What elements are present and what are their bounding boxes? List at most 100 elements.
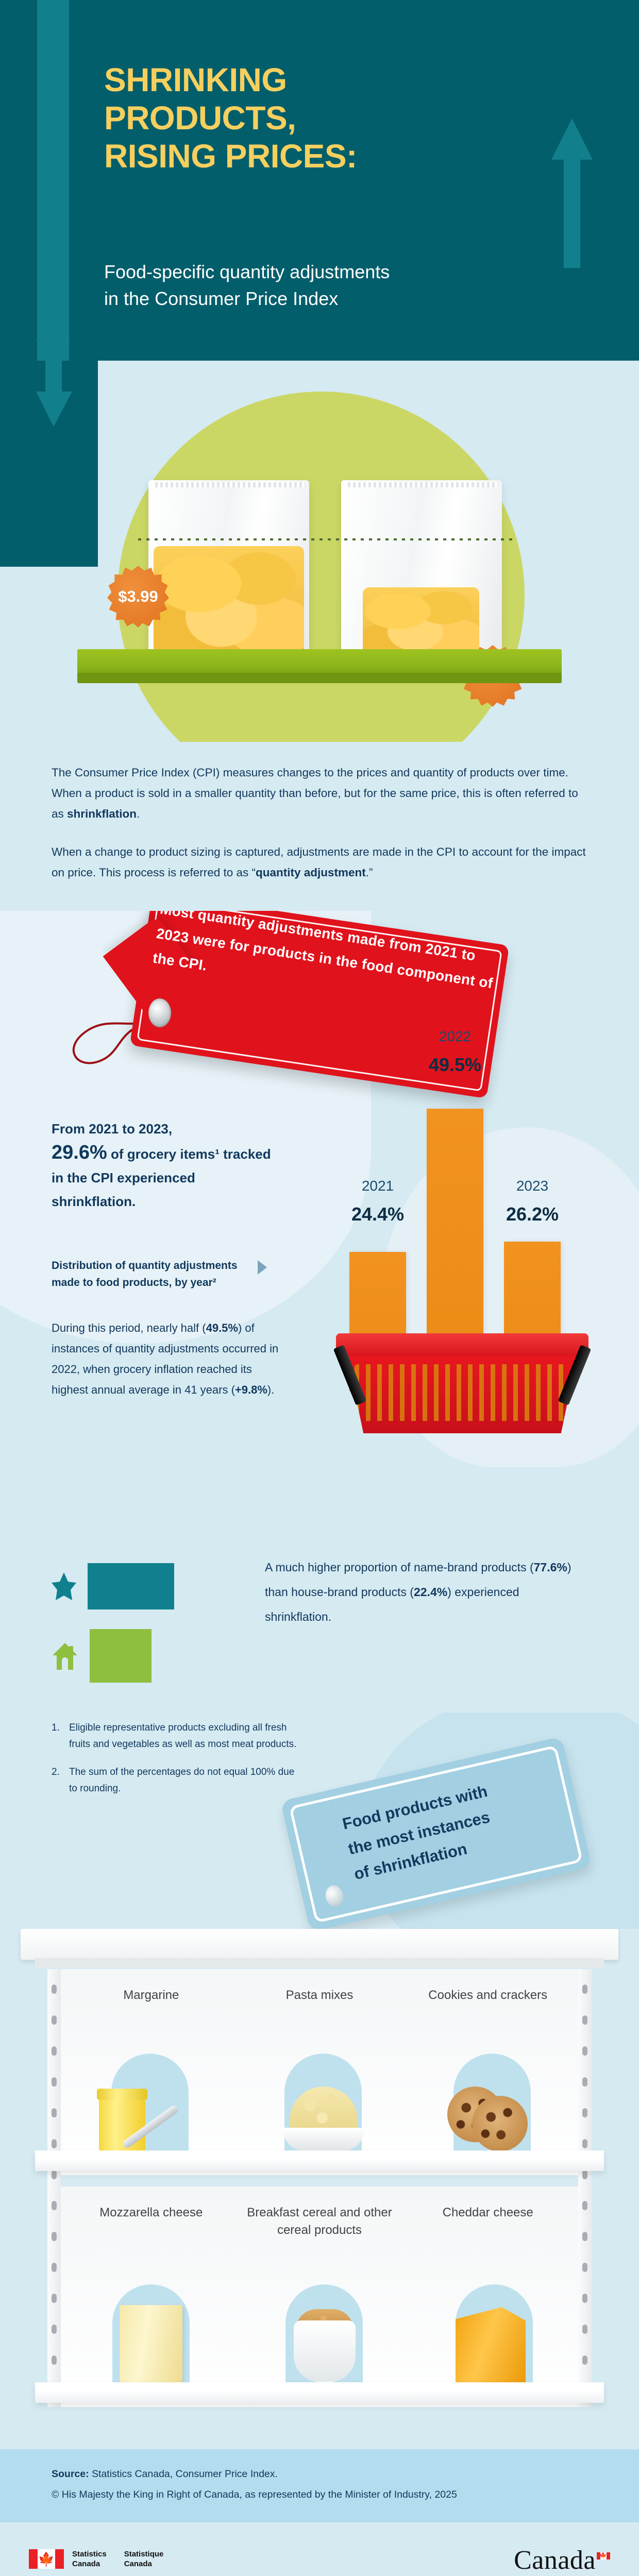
bar-chart: 2021 24.4% 2022 49.5% 2023 26.2% — [330, 962, 618, 1436]
footnote-number: 2. — [52, 1767, 60, 1777]
brand-text-b: ) than house-brand products ( — [265, 1561, 571, 1599]
headline-stat: From 2021 to 2023, 29.6% of grocery item… — [52, 1117, 278, 1213]
footnote-item: 1. Eligible representative products excl… — [52, 1720, 299, 1753]
statcan-en-line1: Statistics — [72, 2550, 107, 2558]
brand-icon-column — [52, 1555, 242, 1702]
statcan-english: Statistics Canada — [72, 2549, 107, 2569]
copyright-line: © His Majesty the King in Right of Canad… — [52, 2489, 457, 2500]
mozzarella-block — [120, 2305, 182, 2382]
shelf-label-margarine: Margarine — [123, 1988, 179, 2002]
bar-value-2021: 24.4% — [351, 1204, 405, 1225]
house-brand-percent: 22.4% — [413, 1585, 448, 1599]
footnote-item: 2. The sum of the percentages do not equ… — [52, 1764, 299, 1797]
fill-level-dashed-line — [138, 538, 512, 540]
statcan-fr-line2: Canada — [124, 2560, 152, 2568]
maple-leaf-icon: 🍁 — [38, 2551, 55, 2567]
canada-flag-icon: 🍁 — [29, 2549, 64, 2569]
statistics-canada-wordmark: Statistics Canada Statistique Canada — [72, 2549, 163, 2569]
intro-paragraph-2: When a change to product sizing is captu… — [52, 842, 587, 883]
statcan-fr-line1: Statistique — [124, 2550, 164, 2558]
caption-pointer-icon — [258, 1260, 267, 1275]
tag-string-icon — [52, 1004, 175, 1076]
source-value: Statistics Canada, Consumer Price Index. — [89, 2468, 278, 2480]
cheddar-wedge — [456, 2307, 526, 2382]
canada-wordmark-text: Canada — [514, 2546, 596, 2575]
cookie-front — [472, 2096, 528, 2151]
blue-tag-text: Food products with the most instances of… — [340, 1762, 574, 1887]
canada-wordmark: Canada 🍁 — [514, 2545, 610, 2575]
chart-desc-c: ) of instances of quantity adjustments o… — [52, 1321, 279, 1396]
subtitle-line-2: in the Consumer Price Index — [104, 288, 339, 309]
house-icon — [52, 1642, 78, 1670]
intro-text-block: The Consumer Price Index (CPI) measures … — [0, 742, 639, 911]
footnotes-list: 1. Eligible representative products excl… — [52, 1720, 299, 1808]
shelf-rail-right — [578, 1969, 592, 2407]
chart-caption: Distribution of quantity adjustments mad… — [52, 1260, 238, 1289]
statcan-french: Statistique Canada — [124, 2549, 164, 2569]
price-badge-left: $3.99 — [107, 566, 169, 628]
footer-bar: 🍁 Statistics Canada Statistique Canada C… — [0, 2522, 639, 2576]
bar-value-2022: 49.5% — [428, 1054, 482, 1075]
bar-year-2021: 2021 — [361, 1178, 394, 1194]
page-subtitle: Food-specific quantity adjustments in th… — [104, 259, 496, 312]
arrow-up-icon — [551, 118, 593, 268]
bag-crimp-top — [345, 482, 498, 487]
source-line: Source: Statistics Canada, Consumer Pric… — [52, 2464, 587, 2484]
shelf-rail-left — [47, 1969, 61, 2407]
name-brand-row — [52, 1563, 242, 1609]
red-tag-hole — [148, 998, 171, 1027]
shelf-board-row-2 — [35, 2382, 604, 2403]
footnote-text: Eligible representative products excludi… — [69, 1722, 297, 1750]
cheddar-product-icon — [456, 2307, 533, 2382]
house-brand-bar — [90, 1629, 152, 1683]
headline-stat-rest: of grocery items¹ tracked in the CPI exp… — [52, 1146, 271, 1209]
title-line-3: RISING PRICES: — [104, 138, 357, 175]
intro-paragraph-1: The Consumer Price Index (CPI) measures … — [52, 762, 587, 824]
star-icon — [52, 1572, 76, 1600]
potato-chips-small — [363, 587, 479, 655]
shelf-unit-lip — [35, 1958, 604, 1968]
intro-p1-part-b: . — [137, 807, 140, 820]
potato-chips-large — [154, 546, 304, 654]
statistics-canada-logo: 🍁 Statistics Canada Statistique Canada — [29, 2549, 163, 2569]
page-title: SHRINKING PRODUCTS, RISING PRICES: — [104, 61, 465, 175]
shelf-row-2-labels: Mozzarella cheese Breakfast cereal and o… — [67, 2204, 572, 2239]
breakfast-cereal-product-icon — [294, 2309, 356, 2389]
blue-tag-hole — [323, 1884, 346, 1909]
bag-crimp-top — [153, 482, 305, 487]
name-brand-bar — [88, 1563, 174, 1609]
chart-desc-inflation: +9.8% — [234, 1383, 267, 1396]
brand-comparison-section: A much higher proportion of name-brand p… — [0, 1550, 639, 1713]
margarine-product-icon — [97, 2089, 202, 2151]
brand-text-a: A much higher proportion of name-brand p… — [265, 1561, 534, 1574]
chart-desc-a: During this period, nearly half ( — [52, 1321, 206, 1334]
margarine-jar — [99, 2097, 145, 2151]
title-line-2: PRODUCTS, — [104, 99, 296, 137]
footnote-number: 1. — [52, 1722, 60, 1733]
hero-illustration: $3.99 $3.99 — [0, 361, 639, 742]
stat-and-chart-section: Most quantity adjustments made from 2021… — [0, 911, 639, 1550]
basket-slots — [355, 1364, 570, 1421]
chart-desc-pct-2022: 49.5% — [206, 1321, 238, 1334]
shelf-label-mozzarella: Mozzarella cheese — [99, 2206, 203, 2219]
shelf-label-cookies-crackers: Cookies and crackers — [428, 1988, 548, 2002]
shelf-label-pasta-mixes: Pasta mixes — [285, 1988, 354, 2002]
price-left-label: $3.99 — [118, 587, 158, 605]
house-brand-row — [52, 1629, 242, 1683]
cookies-product-icon — [447, 2087, 540, 2151]
shelf-row-1-labels: Margarine Pasta mixes Cookies and cracke… — [67, 1987, 572, 2004]
margarine-lid — [97, 2089, 147, 2100]
shopping-basket-icon — [333, 1333, 592, 1436]
pasta-mixes-product-icon — [282, 2083, 365, 2151]
subtitle-line-1: Food-specific quantity adjustments — [104, 261, 390, 282]
basket-rim — [336, 1333, 588, 1358]
brand-text-c: ) experienced shrinkflation. — [265, 1585, 519, 1623]
shelf-unit-header — [21, 1929, 618, 1960]
hero-shelf-board — [77, 649, 562, 676]
pasta-pile — [290, 2087, 358, 2134]
mozzarella-product-icon — [120, 2305, 187, 2382]
chart-desc-d: ). — [267, 1383, 275, 1396]
bar-value-2023: 26.2% — [506, 1204, 559, 1225]
hero-arrow-down-icon — [36, 361, 72, 428]
